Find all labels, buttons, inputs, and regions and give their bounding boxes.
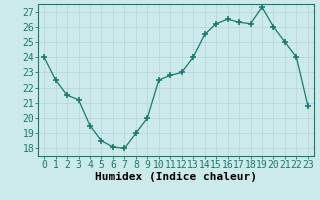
X-axis label: Humidex (Indice chaleur): Humidex (Indice chaleur) <box>95 172 257 182</box>
